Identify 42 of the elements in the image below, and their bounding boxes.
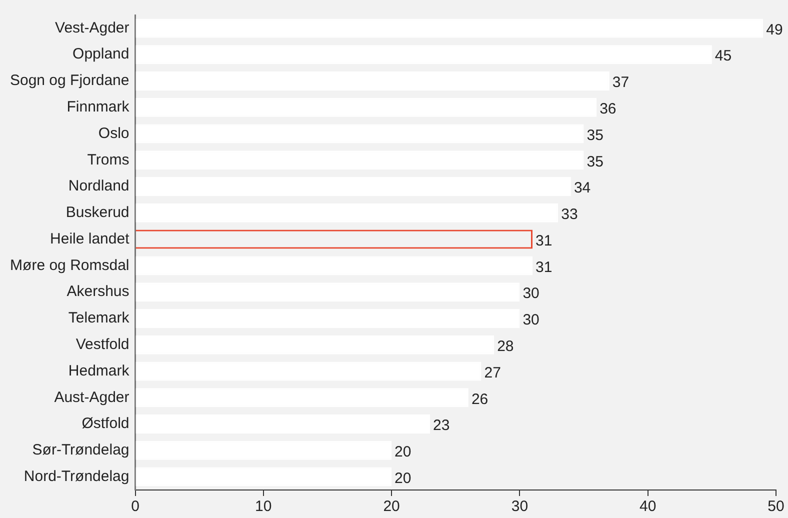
data-label: 31 [536,232,552,250]
data-label: 20 [394,444,412,461]
data-label: 30 [522,312,540,329]
x-tick-label: 20 [383,498,400,516]
data-label: 20 [394,470,412,487]
data-label: 23 [432,417,450,434]
x-tick-label: 40 [640,498,656,516]
data-label: 31 [536,258,552,276]
data-label: 36 [600,100,616,118]
y-tick-label: Finnmark [66,98,130,116]
data-label: 30 [522,285,540,302]
data-label: 37 [612,74,630,92]
y-tick-label: Østfold [82,415,130,432]
y-tick-label: Aust-Agder [54,388,130,406]
y-tick-label: Hedmark [68,362,130,380]
data-label: 45 [714,48,732,65]
y-tick-label: Møre og Romsdal [10,256,130,274]
x-tick-label: 10 [255,498,272,516]
x-tick-label: 0 [131,498,140,516]
x-tick-label: 50 [768,498,784,516]
y-tick-label: Nord-Trøndelag [24,468,130,485]
y-tick-label: Vestfold [76,336,130,353]
data-label: 28 [497,338,514,355]
y-tick-label: Vest-Agder [55,19,130,36]
y-tick-label: Oppland [72,46,130,63]
data-label: 34 [574,180,591,197]
data-label: 49 [766,21,783,38]
data-label: 35 [586,126,604,144]
y-tick-label: Buskerud [66,204,130,222]
y-tick-label: Oslo [98,124,130,142]
data-label: 27 [484,364,501,382]
y-tick-label: Troms [87,151,130,168]
x-tick-label: 30 [511,498,528,516]
y-tick-label: Nordland [68,178,130,195]
y-tick-label: Sogn og Fjordane [10,72,130,90]
y-tick-label: Sør-Trøndelag [32,442,130,459]
y-tick-label: Akershus [66,283,130,300]
data-label: 35 [586,153,604,170]
y-tick-label: Telemark [68,310,130,327]
y-tick-label: Heile landet [50,230,130,248]
data-label: 33 [561,206,578,224]
data-label: 26 [471,390,488,408]
